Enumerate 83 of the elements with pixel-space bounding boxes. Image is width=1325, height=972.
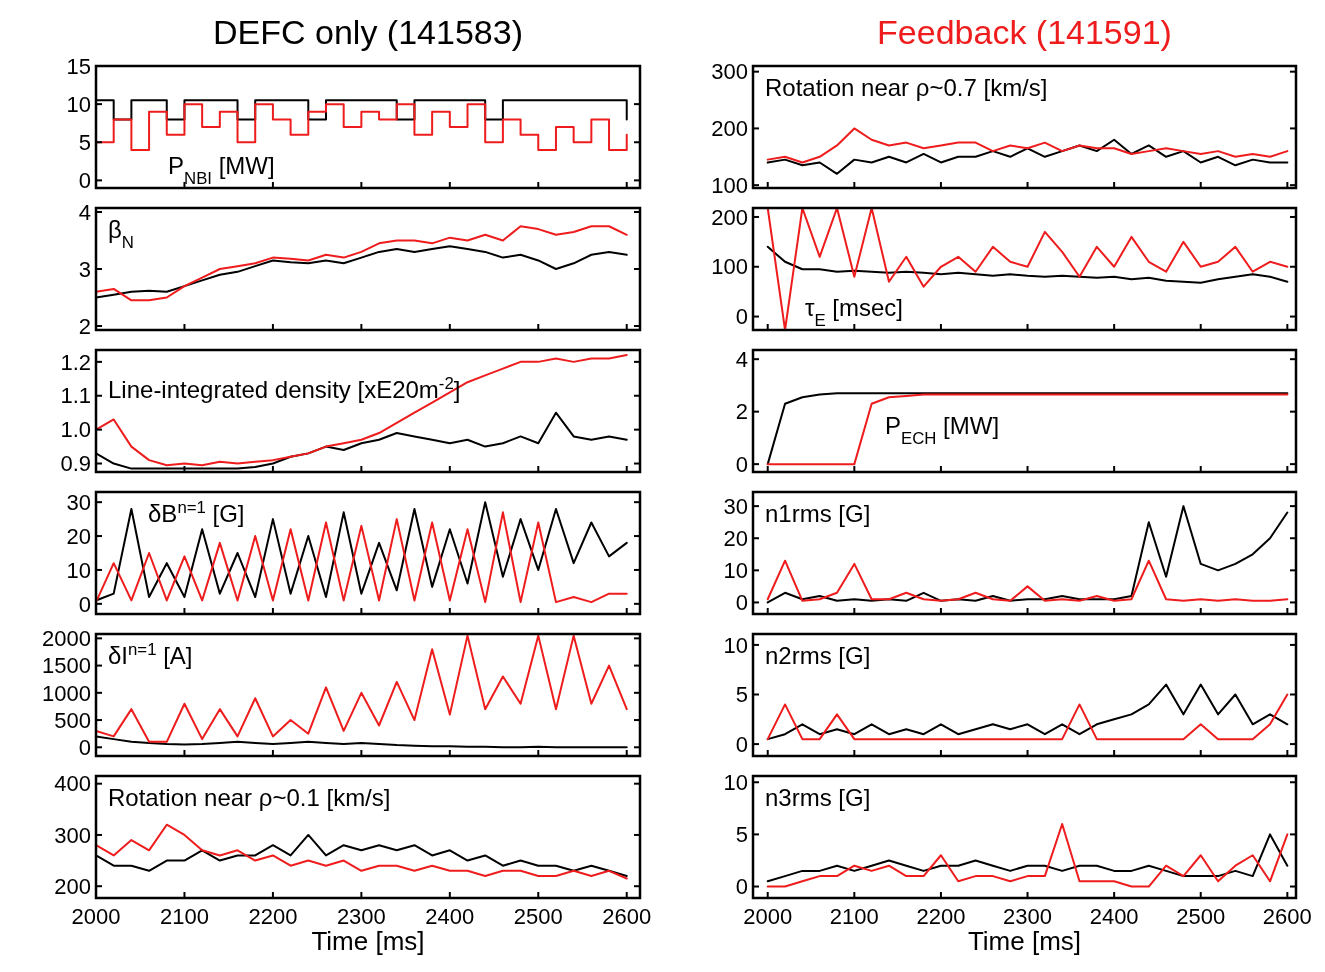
line-series: [766, 245, 1289, 284]
y-tick-label: 30: [723, 493, 748, 519]
y-tick-label: 10: [723, 558, 748, 584]
line-series: [766, 208, 1289, 330]
annotation: n1rms [G]: [765, 500, 871, 527]
line-series: [766, 833, 1289, 883]
annotation: Rotation near ρ~0.7 [km/s]: [765, 74, 1048, 101]
y-tick-label: 10: [66, 557, 91, 583]
y-tick-label: 500: [54, 707, 91, 733]
x-tick-label: 2300: [336, 904, 386, 929]
y-tick-label: 0: [78, 734, 91, 760]
y-tick-label: 200: [711, 204, 748, 230]
x-tick-label: 2500: [1176, 904, 1226, 929]
line-series: [96, 634, 628, 743]
y-tick-label: 10: [723, 632, 748, 658]
y-tick-label: 5: [78, 129, 91, 155]
x-tick-label: 2200: [248, 904, 298, 929]
x-tick-label: 2100: [159, 904, 209, 929]
y-tick-label: 15: [66, 53, 91, 79]
annotation: Line-integrated density [xE20m$^{-2}$]: [108, 373, 461, 403]
x-tick-label: 2200: [916, 904, 966, 929]
y-tick-label: 1500: [42, 653, 91, 679]
y-tick-label: 4: [735, 346, 748, 372]
annotation: n3rms [G]: [765, 784, 871, 811]
x-tick-label: 2500: [513, 904, 563, 929]
y-tick-label: 5: [735, 682, 748, 708]
line-series: [766, 822, 1289, 888]
line-series: [766, 693, 1289, 741]
line-series: [96, 823, 628, 880]
x-tick-label: 2100: [829, 904, 879, 929]
line-series: [766, 127, 1289, 164]
y-tick-label: 200: [711, 116, 748, 142]
y-tick-label: 0: [735, 304, 748, 330]
y-tick-label: 0.9: [60, 451, 91, 477]
y-tick-label: 0: [78, 591, 91, 617]
annotation: P$_{NBI}$ [MW]: [168, 152, 275, 188]
y-tick-label: 3: [78, 256, 91, 282]
x-tick-label: 2600: [1262, 904, 1312, 929]
y-tick-label: 1.2: [60, 349, 91, 375]
y-tick-label: 0: [735, 874, 748, 900]
y-tick-label: 200: [54, 873, 91, 899]
y-tick-label: 20: [66, 523, 91, 549]
annotation: Rotation near ρ~0.1 [km/s]: [108, 784, 391, 811]
y-tick-label: 0: [78, 168, 91, 194]
y-tick-label: 10: [66, 91, 91, 117]
line-series: [766, 559, 1289, 602]
annotation: δI$^{n=1}$ [A]: [108, 639, 193, 669]
annotation: δB$^{n=1}$ [G]: [148, 497, 245, 527]
y-tick-label: 2000: [42, 626, 91, 652]
line-series: [766, 505, 1289, 604]
annotation: n2rms [G]: [765, 642, 871, 669]
x-tick-label: 2300: [1003, 904, 1053, 929]
y-tick-label: 100: [711, 254, 748, 280]
y-tick-label: 20: [723, 525, 748, 551]
annotation: P$_{ECH}$ [MW]: [885, 412, 1000, 448]
y-tick-label: 2: [78, 313, 91, 339]
line-series: [766, 683, 1289, 741]
y-tick-label: 4: [78, 199, 91, 225]
y-tick-label: 300: [54, 822, 91, 848]
chart-title: DEFC only (141583): [213, 13, 523, 51]
y-tick-label: 100: [711, 172, 748, 198]
y-tick-label: 1.1: [60, 383, 91, 409]
y-tick-label: 5: [735, 822, 748, 848]
chart-title: Feedback (141591): [877, 13, 1172, 51]
y-tick-label: 0: [735, 590, 748, 616]
x-axis-title: Time [ms]: [311, 926, 425, 956]
y-tick-label: 10: [723, 769, 748, 795]
y-tick-label: 30: [66, 489, 91, 515]
annotation: β$_{N}$: [108, 216, 134, 252]
y-tick-label: 0: [735, 731, 748, 757]
y-tick-label: 400: [54, 771, 91, 797]
annotation: τ$_{E}$ [msec]: [805, 294, 904, 330]
y-tick-label: 2: [735, 399, 748, 425]
y-tick-label: 0: [735, 451, 748, 477]
x-tick-label: 2600: [602, 904, 652, 929]
y-tick-label: 1000: [42, 680, 91, 706]
line-series: [96, 354, 628, 467]
x-tick-label: 2400: [1089, 904, 1139, 929]
y-tick-label: 1.0: [60, 417, 91, 443]
x-axis-title: Time [ms]: [967, 926, 1082, 956]
x-tick-label: 2400: [425, 904, 475, 929]
line-series: [766, 138, 1289, 175]
y-tick-label: 300: [711, 59, 748, 85]
